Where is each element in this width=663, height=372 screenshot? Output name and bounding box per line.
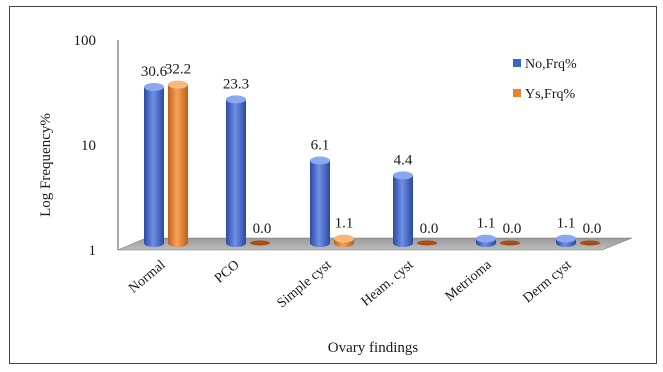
bar-ys-frq-derm-cyst <box>580 240 600 246</box>
legend-swatch-ys-frq <box>513 89 521 97</box>
bar-ys-frq-pco <box>250 240 270 246</box>
data-label-ys-frq-derm-cyst: 0.0 <box>583 221 602 237</box>
x-category-label-simple-cyst: Simple cyst <box>275 258 335 312</box>
bar-group: 30.6 23.3 6.1 4.4 1.1 1.1 32.2 0.0 1.1 0.0 0.0 0.0 <box>141 62 602 247</box>
y-tick-label-10: 10 <box>81 138 96 154</box>
x-category-label-metrioma: Metrioma <box>443 257 496 304</box>
bar-ys-frq-simple-cyst <box>334 234 354 247</box>
bar-no-frq-heam-cyst <box>393 171 413 247</box>
data-label-ys-frq-pco: 0.0 <box>253 221 272 237</box>
data-label-ys-frq-heam-cyst: 0.0 <box>420 221 439 237</box>
bar-ys-frq-heam-cyst <box>417 240 437 246</box>
data-label-no-frq-pco: 23.3 <box>223 76 249 92</box>
y-tick-label-1: 1 <box>89 243 97 259</box>
legend-label-no-frq: No,Frq% <box>525 57 577 72</box>
legend-swatch-no-frq <box>513 59 521 67</box>
x-category-label-pco: PCO <box>212 258 243 287</box>
bar-no-frq-metrioma <box>476 234 496 247</box>
bar-no-frq-normal <box>144 82 164 247</box>
y-axis-title: Log Frequency% <box>38 113 54 217</box>
chart-frame <box>9 6 657 364</box>
bar-no-frq-simple-cyst <box>310 156 330 247</box>
data-label-no-frq-simple-cyst: 6.1 <box>311 138 330 154</box>
x-category-label-derm-cyst: Derm cyst <box>521 258 575 307</box>
bar-ys-frq-metrioma <box>500 240 520 246</box>
bar-no-frq-derm-cyst <box>556 234 576 247</box>
bar-ys-frq-normal <box>168 80 188 247</box>
data-label-ys-frq-normal: 32.2 <box>165 62 191 78</box>
data-label-no-frq-normal: 30.6 <box>141 64 168 80</box>
chart-floor <box>117 237 633 251</box>
x-category-label-heam-cyst: Heam. cyst <box>359 258 417 310</box>
data-label-no-frq-heam-cyst: 4.4 <box>394 152 413 168</box>
bar-no-frq-pco <box>226 95 246 247</box>
data-label-no-frq-metrioma: 1.1 <box>477 216 496 232</box>
data-label-ys-frq-simple-cyst: 1.1 <box>335 216 354 232</box>
y-tick-label-100: 100 <box>74 33 97 49</box>
data-label-ys-frq-metrioma: 0.0 <box>503 221 522 237</box>
data-label-no-frq-derm-cyst: 1.1 <box>557 216 576 232</box>
x-category-label-normal: Normal <box>126 258 168 297</box>
x-axis-title: Ovary findings <box>328 340 419 356</box>
legend-label-ys-frq: Ys,Frq% <box>525 87 576 102</box>
